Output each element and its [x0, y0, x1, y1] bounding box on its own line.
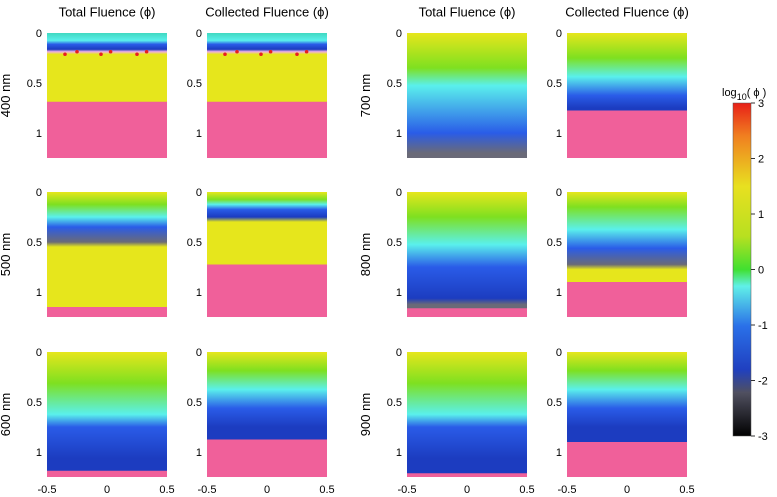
- y-tick-label: 1: [396, 128, 402, 140]
- y-tick-label: 0: [36, 187, 42, 199]
- colorbar: [732, 102, 752, 437]
- x-tick-label: 0: [624, 484, 630, 496]
- y-tick-label: 0.5: [27, 397, 42, 409]
- substrate-region: [47, 101, 167, 158]
- heatmap-panel: [407, 352, 527, 477]
- substrate-region: [567, 442, 687, 477]
- y-tick-label: 0: [396, 187, 402, 199]
- substrate-region: [407, 473, 527, 477]
- y-tick-label: 0: [36, 347, 42, 359]
- y-tick-label: 0.5: [27, 78, 42, 90]
- substrate-region: [207, 101, 327, 158]
- y-tick-label: 0: [196, 347, 202, 359]
- row-label: 400 nm: [0, 74, 13, 117]
- y-tick-label: 0: [36, 28, 42, 40]
- y-tick-label: 1: [556, 128, 562, 140]
- y-tick-label: 1: [36, 128, 42, 140]
- x-tick-label: 0.5: [679, 484, 694, 496]
- source-dot: [295, 52, 299, 57]
- y-tick-label: 1: [196, 128, 202, 140]
- x-tick-label: 0.5: [519, 484, 534, 496]
- substrate-region: [567, 110, 687, 158]
- x-tick-label: 0: [264, 484, 270, 496]
- source-dot: [268, 49, 273, 54]
- y-tick-label: 0: [196, 187, 202, 199]
- y-tick-label: 1: [36, 447, 42, 459]
- colorbar-label: log10( ϕ ): [722, 87, 766, 102]
- source-dot: [108, 49, 113, 54]
- substrate-region: [207, 264, 327, 317]
- y-tick-label: 0: [556, 28, 562, 40]
- y-tick-label: 1: [196, 447, 202, 459]
- colorbar-tick-label: 3: [758, 98, 764, 110]
- x-tick-label: 0: [104, 484, 110, 496]
- substrate-region: [207, 439, 327, 477]
- substrate-region: [407, 308, 527, 317]
- column-title: Total Fluence (ϕ): [59, 4, 156, 19]
- heatmap-panel: [407, 192, 527, 317]
- x-tick-label: -0.5: [198, 484, 217, 496]
- heatmap-panel: [47, 352, 167, 477]
- substrate-region: [47, 470, 167, 477]
- y-tick-label: 0.5: [547, 237, 562, 249]
- y-tick-label: 0: [196, 28, 202, 40]
- source-dot: [304, 49, 309, 54]
- colorbar-tick-label: 0: [758, 265, 764, 277]
- row-label: 500 nm: [0, 233, 13, 276]
- x-tick-label: -0.5: [38, 484, 57, 496]
- colorbar-tick-label: -2: [758, 376, 768, 388]
- row-label: 600 nm: [0, 393, 13, 436]
- colorbar-tick-label: -1: [758, 320, 768, 332]
- x-tick-label: -0.5: [558, 484, 577, 496]
- y-tick-label: 0: [396, 347, 402, 359]
- row-label: 900 nm: [358, 393, 373, 436]
- source-dot: [135, 52, 139, 57]
- y-tick-label: 0.5: [187, 397, 202, 409]
- source-dot: [223, 52, 227, 57]
- y-tick-label: 0.5: [27, 237, 42, 249]
- y-tick-label: 0: [556, 187, 562, 199]
- column-title: Collected Fluence (ϕ): [205, 4, 329, 19]
- source-dot: [63, 52, 67, 57]
- source-dot: [259, 52, 263, 57]
- x-tick-label: 0: [464, 484, 470, 496]
- y-tick-label: 0.5: [547, 397, 562, 409]
- source-dot: [144, 49, 149, 54]
- y-tick-label: 0.5: [387, 237, 402, 249]
- heatmap-panel: [47, 192, 167, 317]
- row-label: 800 nm: [358, 233, 373, 276]
- column-title: Total Fluence (ϕ): [419, 4, 516, 19]
- y-tick-label: 1: [556, 447, 562, 459]
- source-dot: [235, 49, 239, 54]
- colorbar-tick-label: 1: [758, 209, 764, 221]
- y-tick-label: 0: [396, 28, 402, 40]
- row-label: 700 nm: [358, 74, 373, 117]
- y-tick-label: 0.5: [547, 78, 562, 90]
- x-tick-label: -0.5: [398, 484, 417, 496]
- y-tick-label: 0.5: [187, 78, 202, 90]
- substrate-region: [567, 282, 687, 317]
- x-tick-label: 0.5: [159, 484, 174, 496]
- y-tick-label: 0.5: [387, 78, 402, 90]
- substrate-region: [47, 307, 167, 317]
- y-tick-label: 1: [396, 287, 402, 299]
- y-tick-label: 0.5: [387, 397, 402, 409]
- source-dot: [75, 49, 79, 54]
- y-tick-label: 1: [196, 287, 202, 299]
- y-tick-label: 0.5: [187, 237, 202, 249]
- x-tick-label: 0.5: [319, 484, 334, 496]
- source-dot: [99, 52, 103, 57]
- y-tick-label: 1: [556, 287, 562, 299]
- heatmap-panel: [407, 33, 527, 158]
- y-tick-label: 1: [36, 287, 42, 299]
- colorbar-tick-label: -3: [758, 431, 768, 443]
- y-tick-label: 1: [396, 447, 402, 459]
- y-tick-label: 0: [556, 347, 562, 359]
- column-title: Collected Fluence (ϕ): [565, 4, 689, 19]
- colorbar-tick-label: 2: [758, 154, 764, 166]
